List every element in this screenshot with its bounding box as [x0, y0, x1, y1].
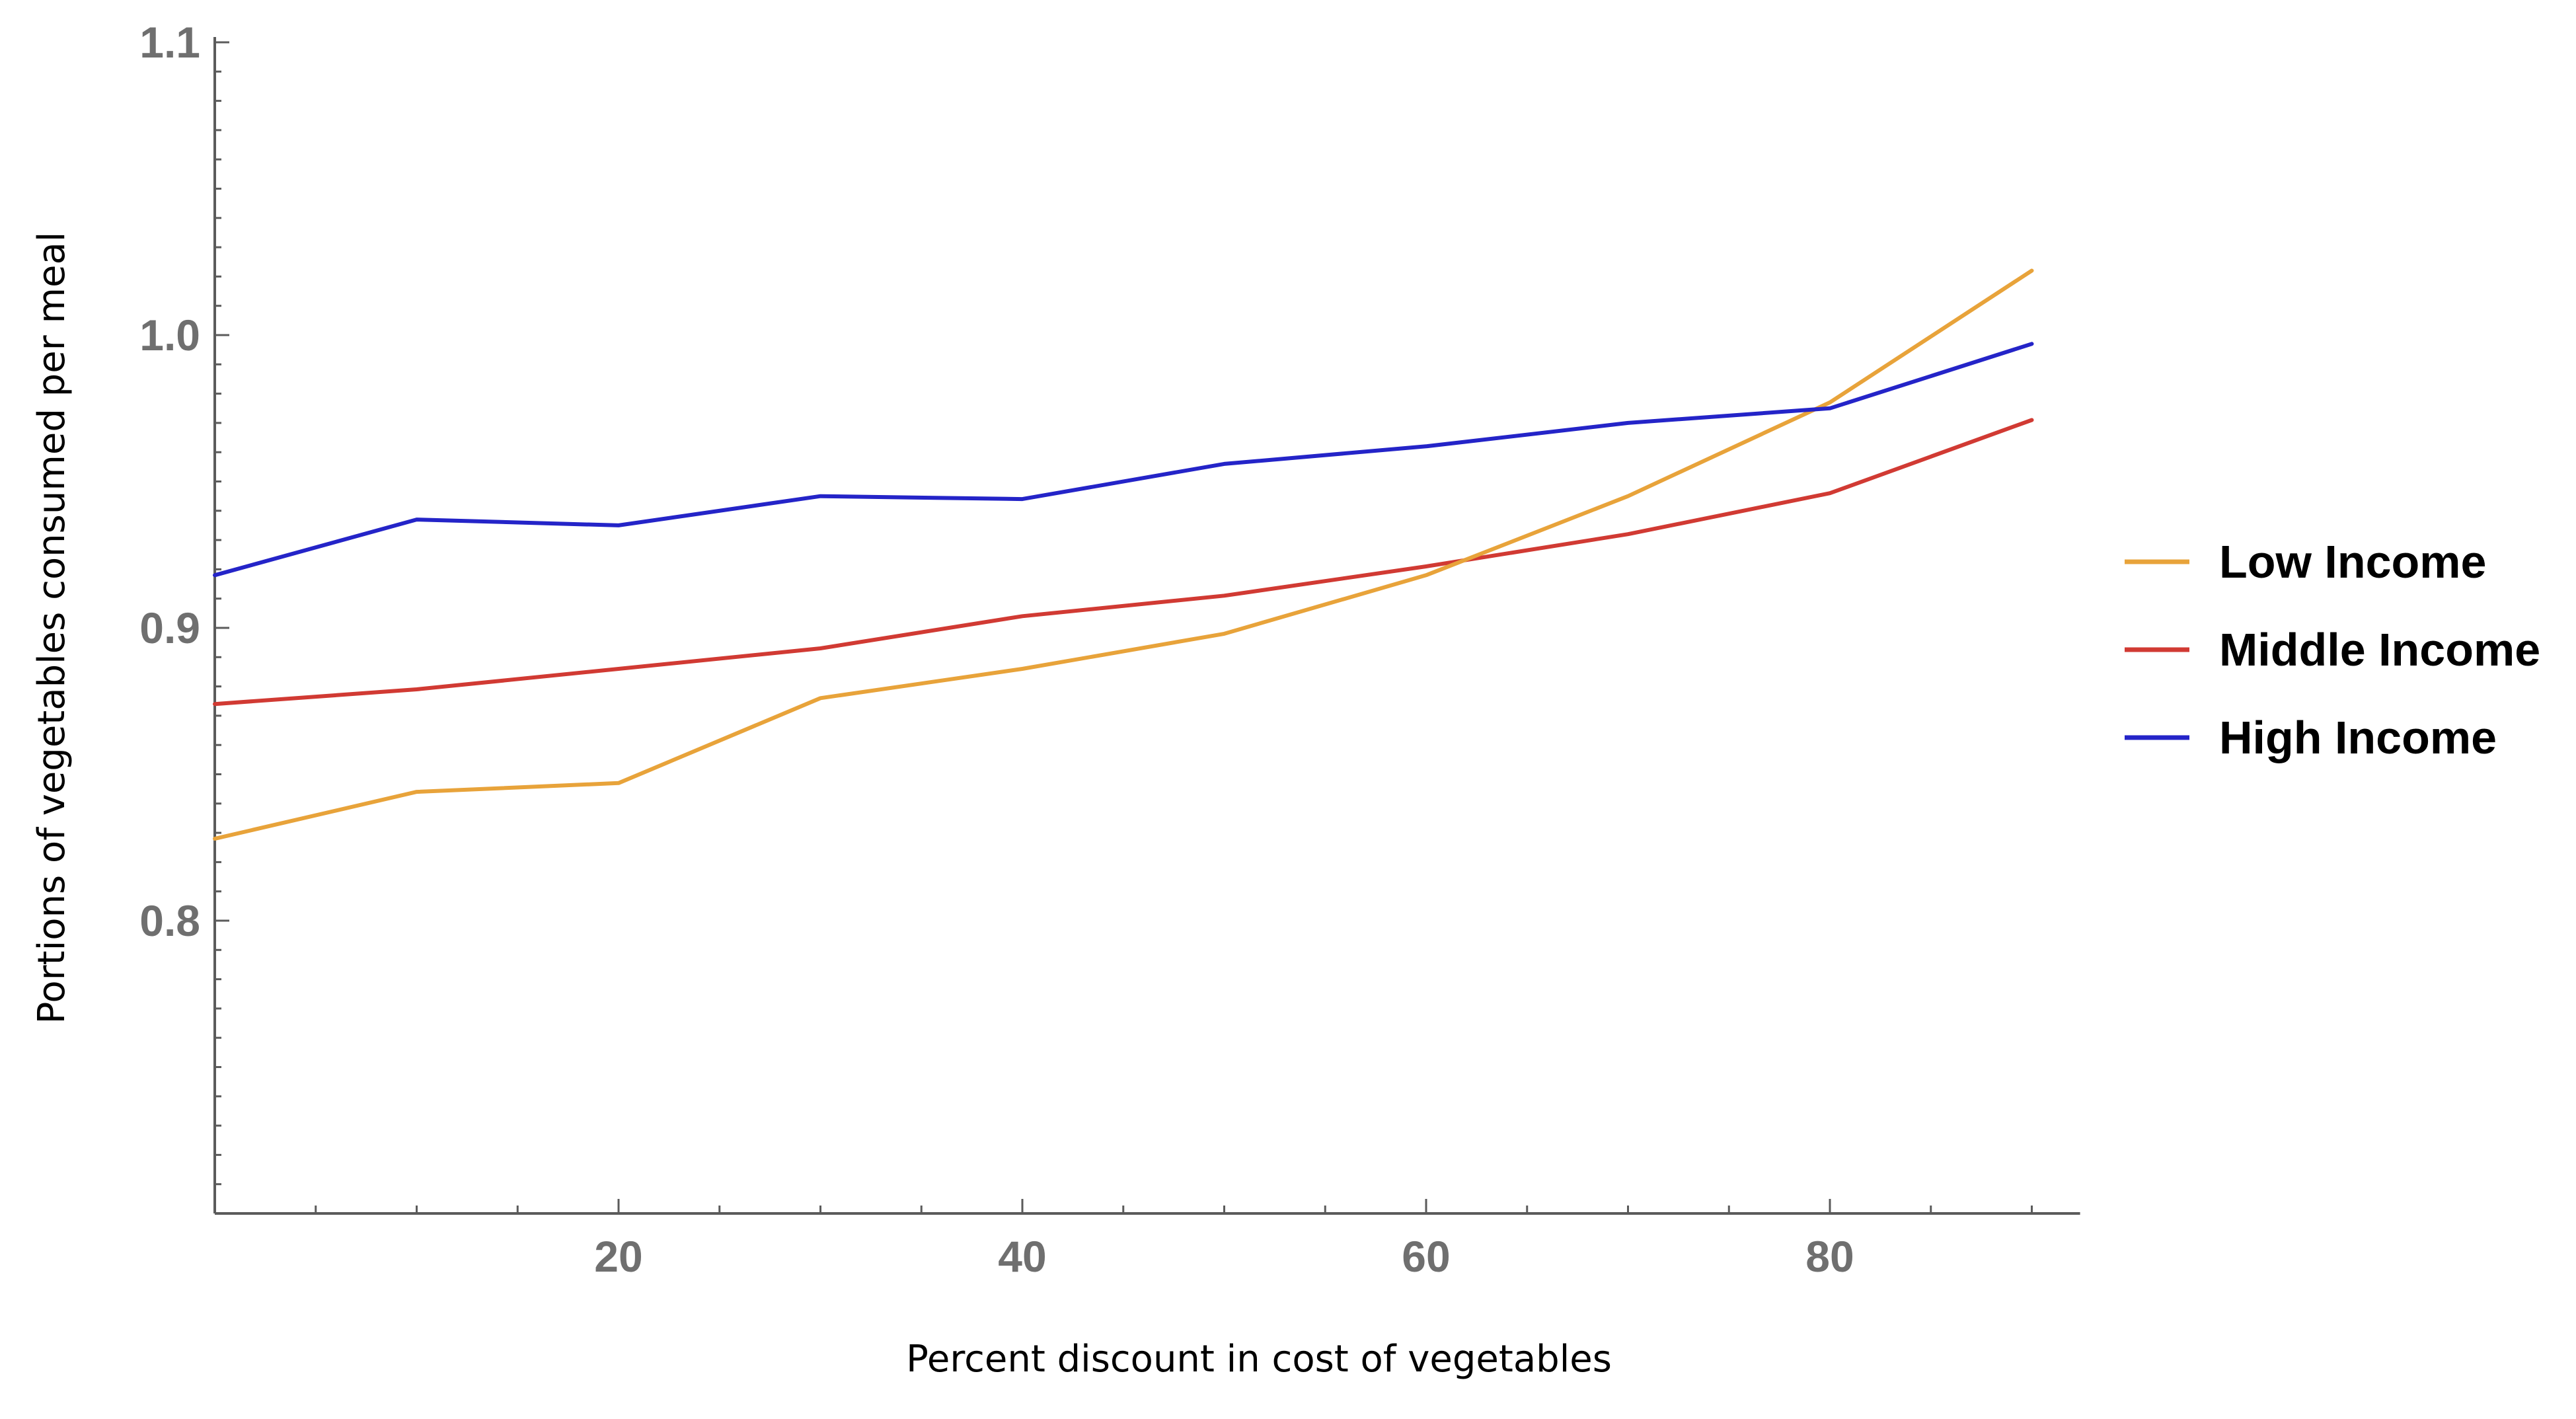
series-line-high-income [213, 342, 2034, 578]
series-line-middle-income [213, 418, 2034, 707]
x-tick-label: 40 [998, 1232, 1046, 1281]
y-tick-labels: 0.8 0.9 1.0 1.1 [139, 18, 200, 945]
x-tick-label: 80 [1805, 1232, 1854, 1281]
series-line-low-income [213, 268, 2034, 841]
x-tick-labels: 20 40 60 80 [594, 1232, 1854, 1281]
legend-label-high-income: High Income [2219, 712, 2497, 763]
x-tick-label: 60 [1402, 1232, 1450, 1281]
legend-label-middle-income: Middle Income [2219, 624, 2540, 675]
y-tick-label: 0.8 [139, 896, 200, 945]
y-axis-title: Portions of vegetables consumed per meal [30, 232, 73, 1024]
legend: Low Income Middle Income High Income [2125, 536, 2540, 763]
y-tick-label: 0.9 [139, 603, 200, 652]
major-tick-marks [215, 41, 1831, 1213]
x-axis-title: Percent discount in cost of vegetables [906, 1338, 1612, 1381]
legend-label-low-income: Low Income [2219, 536, 2486, 588]
series-lines [213, 268, 2034, 841]
y-tick-label: 1.0 [139, 311, 200, 360]
x-tick-label: 20 [594, 1232, 642, 1281]
y-tick-label: 1.1 [139, 18, 200, 67]
minor-tick-marks [215, 70, 2033, 1213]
